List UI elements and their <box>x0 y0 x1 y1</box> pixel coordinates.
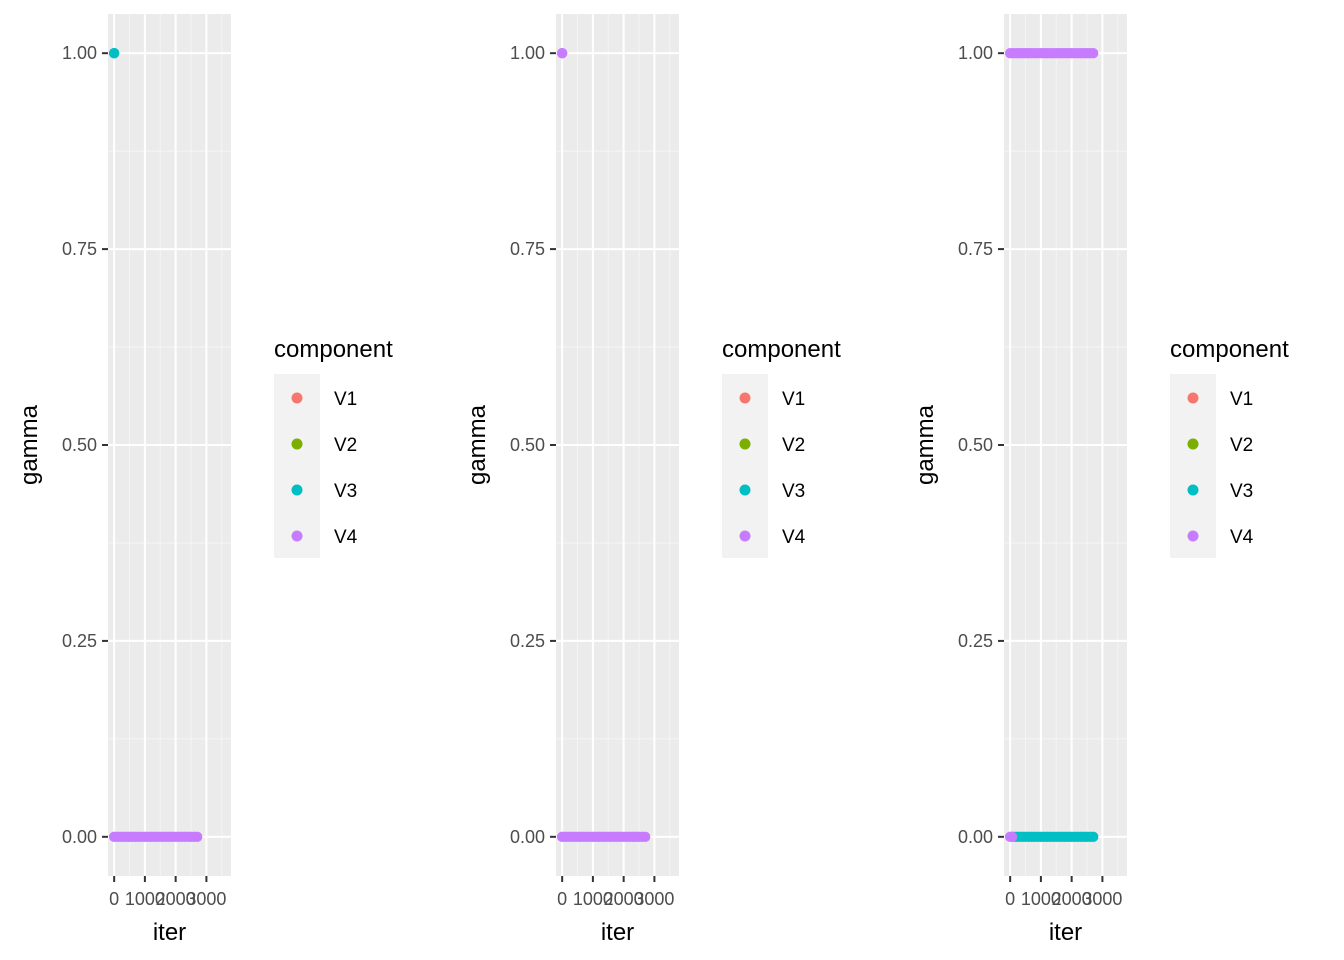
legend-label-v3: V3 <box>334 481 357 502</box>
y-tick-label: 0.75 <box>510 239 545 259</box>
data-point-v4 <box>1087 47 1099 59</box>
data-point-v4 <box>1006 831 1018 843</box>
x-tick-label: 1000 <box>573 889 613 909</box>
legend-label-v1: V1 <box>334 389 357 410</box>
legend-label-v4: V4 <box>1230 527 1254 548</box>
x-tick-label: 0 <box>109 889 119 909</box>
x-tick-label: 0 <box>557 889 567 909</box>
y-tick-label: 0.75 <box>62 239 97 259</box>
y-tick-label: 0.50 <box>958 435 993 455</box>
data-point-v4 <box>639 831 651 843</box>
y-tick-label: 0.50 <box>62 435 97 455</box>
y-axis-title: gamma <box>464 404 491 485</box>
data-point-v3 <box>1087 831 1099 843</box>
x-tick-label: 0 <box>1005 889 1015 909</box>
y-axis-title: gamma <box>16 404 43 485</box>
legend-key-v4 <box>291 530 303 542</box>
y-tick-label: 0.25 <box>958 631 993 651</box>
legend-key-v1 <box>291 392 303 404</box>
y-tick-label: 0.25 <box>510 631 545 651</box>
y-tick-label: 1.00 <box>958 43 993 63</box>
data-point-v4 <box>556 47 568 59</box>
data-point-v3 <box>108 47 120 59</box>
legend-key-v1 <box>739 392 751 404</box>
legend-key-v1 <box>1187 392 1199 404</box>
y-tick-label: 0.75 <box>958 239 993 259</box>
x-tick-label: 3000 <box>1082 889 1122 909</box>
legend-key-background <box>1170 374 1216 558</box>
x-axis-title: iter <box>1049 919 1082 946</box>
legend-key-v3 <box>291 484 303 496</box>
legend-label-v2: V2 <box>334 435 357 456</box>
legend-label-v2: V2 <box>782 435 805 456</box>
x-tick-label: 2000 <box>1052 889 1092 909</box>
legend-key-v3 <box>1187 484 1199 496</box>
y-tick-label: 0.00 <box>510 827 545 847</box>
x-axis-title: iter <box>601 919 634 946</box>
legend-key-v2 <box>1187 438 1199 450</box>
legend-key-v2 <box>291 438 303 450</box>
y-tick-label: 1.00 <box>62 43 97 63</box>
legend-key-v4 <box>739 530 751 542</box>
x-axis-title: iter <box>153 919 186 946</box>
legend-label-v1: V1 <box>1230 389 1253 410</box>
x-tick-label: 3000 <box>634 889 674 909</box>
legend-key-v3 <box>739 484 751 496</box>
y-tick-label: 0.00 <box>958 827 993 847</box>
y-tick-label: 0.00 <box>62 827 97 847</box>
legend-title: component <box>1170 336 1289 363</box>
data-point-v4 <box>191 831 203 843</box>
legend-title: component <box>722 336 841 363</box>
y-tick-label: 0.50 <box>510 435 545 455</box>
legend-label-v3: V3 <box>1230 481 1253 502</box>
x-tick-label: 1000 <box>1021 889 1061 909</box>
legend-key-v4 <box>1187 530 1199 542</box>
x-tick-label: 2000 <box>604 889 644 909</box>
y-tick-label: 0.25 <box>62 631 97 651</box>
legend-label-v3: V3 <box>782 481 805 502</box>
legend-key-background <box>274 374 320 558</box>
x-tick-label: 1000 <box>125 889 165 909</box>
legend-title: component <box>274 336 393 363</box>
legend-label-v1: V1 <box>782 389 805 410</box>
x-tick-label: 2000 <box>156 889 196 909</box>
legend-label-v4: V4 <box>782 527 806 548</box>
y-axis-title: gamma <box>912 404 939 485</box>
legend-label-v4: V4 <box>334 527 358 548</box>
y-tick-label: 1.00 <box>510 43 545 63</box>
x-tick-label: 3000 <box>186 889 226 909</box>
legend-key-v2 <box>739 438 751 450</box>
legend-key-background <box>722 374 768 558</box>
legend-label-v2: V2 <box>1230 435 1253 456</box>
